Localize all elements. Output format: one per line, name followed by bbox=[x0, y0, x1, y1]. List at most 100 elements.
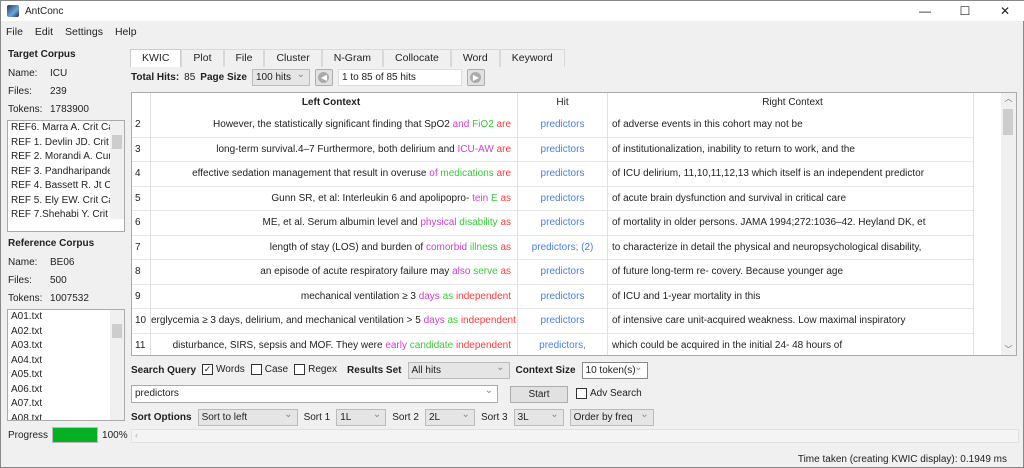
tab-keyword[interactable]: Keyword bbox=[499, 49, 565, 67]
tab-file[interactable]: File bbox=[223, 49, 265, 67]
hit-word[interactable]: predictors bbox=[517, 162, 607, 187]
maximize-button[interactable]: ☐ bbox=[959, 4, 971, 18]
left-context: disturbance, SIRS, sepsis and MOF. They … bbox=[150, 333, 517, 355]
menu-help[interactable]: Help bbox=[114, 26, 137, 38]
table-scrollbar[interactable]: ︿ ﹀ bbox=[1001, 93, 1016, 355]
file-list-item[interactable]: A04.txt bbox=[11, 354, 43, 366]
context-word-1L: ICU-AW bbox=[457, 143, 494, 155]
tab-cluster[interactable]: Cluster bbox=[264, 49, 322, 67]
tab-kwic[interactable]: KWIC bbox=[130, 49, 182, 67]
reference-file-list[interactable]: A01.txt A02.txt A03.txt A04.txt A05.txt A06.t… bbox=[7, 309, 125, 421]
minimize-button[interactable]: — bbox=[919, 4, 931, 18]
scrollbar[interactable] bbox=[110, 310, 124, 420]
sort-mode-select[interactable]: Sort to left bbox=[197, 408, 298, 426]
hit-word[interactable]: predictors bbox=[517, 260, 607, 285]
file-list-item[interactable]: A05.txt bbox=[11, 369, 43, 380]
scroll-up-icon[interactable]: ︿ bbox=[1004, 94, 1013, 103]
file-list-item[interactable]: A01.txt bbox=[11, 311, 43, 322]
words-checkbox[interactable]: ✓ Words bbox=[202, 364, 245, 376]
left-context-text: length of stay (LOS) and burden of bbox=[269, 241, 424, 253]
file-list-item[interactable]: A06.txt bbox=[11, 383, 43, 395]
tab-collocate[interactable]: Collocate bbox=[383, 49, 451, 67]
target-tokens-row: Tokens: 1783900 bbox=[8, 104, 89, 115]
target-file-list[interactable]: REF6. Marra A. Crit Care REF 1. Devlin JD… bbox=[7, 120, 125, 232]
left-context-text: ME, et al. Serum albumin level and bbox=[262, 217, 418, 228]
menu-settings[interactable]: Settings bbox=[65, 26, 103, 38]
file-list-item[interactable]: REF6. Marra A. Crit Care bbox=[11, 122, 110, 133]
header-right-context[interactable]: Right Context bbox=[607, 93, 974, 113]
close-button[interactable]: ✕ bbox=[999, 4, 1011, 18]
sort3-select[interactable]: 3L bbox=[513, 408, 564, 426]
table-row[interactable]: 3 long-term survival.4–7 Furthermore, bot… bbox=[132, 137, 1002, 162]
arrow-right-icon: ▶ bbox=[470, 71, 482, 83]
left-context-text: long-term survival.4–7 Furthermore, both… bbox=[216, 143, 455, 155]
file-list-item[interactable]: REF 3. Pandharipande P bbox=[11, 165, 110, 177]
context-word-3L: are bbox=[496, 119, 511, 130]
page-size-select[interactable]: 100 hits bbox=[251, 68, 310, 86]
menu-file[interactable]: File bbox=[6, 26, 23, 38]
file-list-item[interactable]: REF 1. Devlin JD. Crit Care bbox=[11, 136, 110, 148]
file-list-item[interactable]: A02.txt bbox=[11, 325, 43, 337]
context-word-2L: as bbox=[442, 290, 454, 302]
table-row[interactable]: 9 mechanical ventilation ≥ 3 days as inde… bbox=[132, 284, 1002, 309]
left-context: length of stay (LOS) and burden of comor… bbox=[150, 235, 517, 260]
scroll-down-icon[interactable]: ﹀ bbox=[1004, 345, 1013, 354]
hit-word[interactable]: predictors, bbox=[517, 333, 607, 355]
order-select[interactable]: Order by freq bbox=[569, 408, 654, 426]
row-number: 6 bbox=[132, 211, 150, 236]
hit-word[interactable]: predictors bbox=[517, 309, 607, 334]
table-row[interactable]: 7 length of stay (LOS) and burden of como… bbox=[132, 235, 1002, 260]
file-list-item[interactable]: REF 7.Shehabi Y. Crit Care bbox=[11, 209, 110, 220]
sort2-label: Sort 2 bbox=[392, 411, 419, 423]
context-size-stepper[interactable]: 10 token(s) bbox=[581, 361, 648, 379]
hit-word[interactable]: predictors bbox=[517, 211, 607, 236]
horizontal-scrollbar[interactable]: ‹ bbox=[131, 429, 1019, 443]
menu-edit[interactable]: Edit bbox=[34, 26, 54, 38]
hit-word[interactable]: predictors bbox=[517, 284, 607, 309]
tab-plot[interactable]: Plot bbox=[181, 49, 224, 67]
target-files: 239 bbox=[50, 86, 67, 97]
scrollbar[interactable] bbox=[110, 121, 124, 219]
tab-word[interactable]: Word bbox=[450, 49, 500, 67]
previous-page-button[interactable]: ◀ bbox=[314, 68, 333, 86]
left-context: Gunn SR, et al: Interleukin 6 and apolip… bbox=[150, 186, 517, 211]
row-number: 5 bbox=[132, 187, 150, 211]
hit-word[interactable]: predictors bbox=[517, 137, 607, 162]
table-row[interactable]: 10 erglycemia ≥ 3 days, delirium, and mec… bbox=[132, 309, 1002, 334]
context-word-3L: are bbox=[496, 143, 511, 155]
file-list-item[interactable]: REF 5. Ely EW. Crit Care bbox=[11, 194, 110, 206]
results-set-select[interactable]: All hits bbox=[407, 361, 510, 379]
table-row[interactable]: 8 an episode of acute respiratory failure… bbox=[132, 260, 1002, 285]
tab-n-gram[interactable]: N-Gram bbox=[321, 49, 384, 67]
regex-checkbox[interactable]: Regex bbox=[294, 364, 337, 376]
hit-word[interactable]: predictors bbox=[517, 186, 607, 211]
progress-label: Progress bbox=[8, 429, 49, 441]
case-checkbox[interactable]: Case bbox=[250, 364, 288, 376]
file-list-item[interactable]: REF 2. Morandi A. Curr bbox=[11, 151, 110, 162]
file-list-item[interactable]: A07.txt bbox=[11, 398, 43, 409]
header-hit[interactable]: Hit bbox=[517, 93, 607, 113]
sort1-select[interactable]: 1L bbox=[336, 408, 387, 426]
table-row[interactable]: 2 However, the statistically significant … bbox=[132, 113, 1002, 138]
sort2-select[interactable]: 2L bbox=[424, 408, 475, 426]
file-list-item[interactable]: REF 4. Bassett R. Jt Com bbox=[11, 180, 110, 191]
total-hits-label: Total Hits: bbox=[131, 71, 180, 83]
hit-word[interactable]: predictors; (2) bbox=[517, 235, 607, 260]
file-list-item[interactable]: A08.txt bbox=[11, 412, 43, 421]
table-row[interactable]: 11 disturbance, SIRS, sepsis and MOF. The… bbox=[132, 333, 1002, 355]
table-row[interactable]: 5 Gunn SR, et al: Interleukin 6 and apoli… bbox=[132, 186, 1002, 211]
context-word-2L: as bbox=[447, 315, 459, 326]
status-bar-text: Time taken (creating KWIC display): 0.19… bbox=[797, 454, 1007, 465]
reference-tokens-row: Tokens: 1007532 bbox=[8, 293, 89, 304]
table-row[interactable]: 4 effective sedation management that resu… bbox=[132, 162, 1002, 187]
next-page-button[interactable]: ▶ bbox=[466, 68, 485, 86]
table-row[interactable]: 6 ME, et al. Serum albumin level and phys… bbox=[132, 211, 1002, 236]
file-list-item[interactable]: A03.txt bbox=[11, 340, 43, 351]
search-input[interactable]: predictors bbox=[131, 385, 498, 403]
adv-search-checkbox[interactable]: Adv Search bbox=[576, 388, 642, 400]
header-left-context[interactable]: Left Context bbox=[150, 93, 517, 113]
corpus-panel: Target Corpus Name: ICU Files: 239 Tokens:… bbox=[1, 45, 128, 445]
start-button[interactable]: Start bbox=[510, 385, 568, 403]
files-label: Files: bbox=[8, 86, 32, 97]
hit-word[interactable]: predictors bbox=[517, 113, 607, 138]
